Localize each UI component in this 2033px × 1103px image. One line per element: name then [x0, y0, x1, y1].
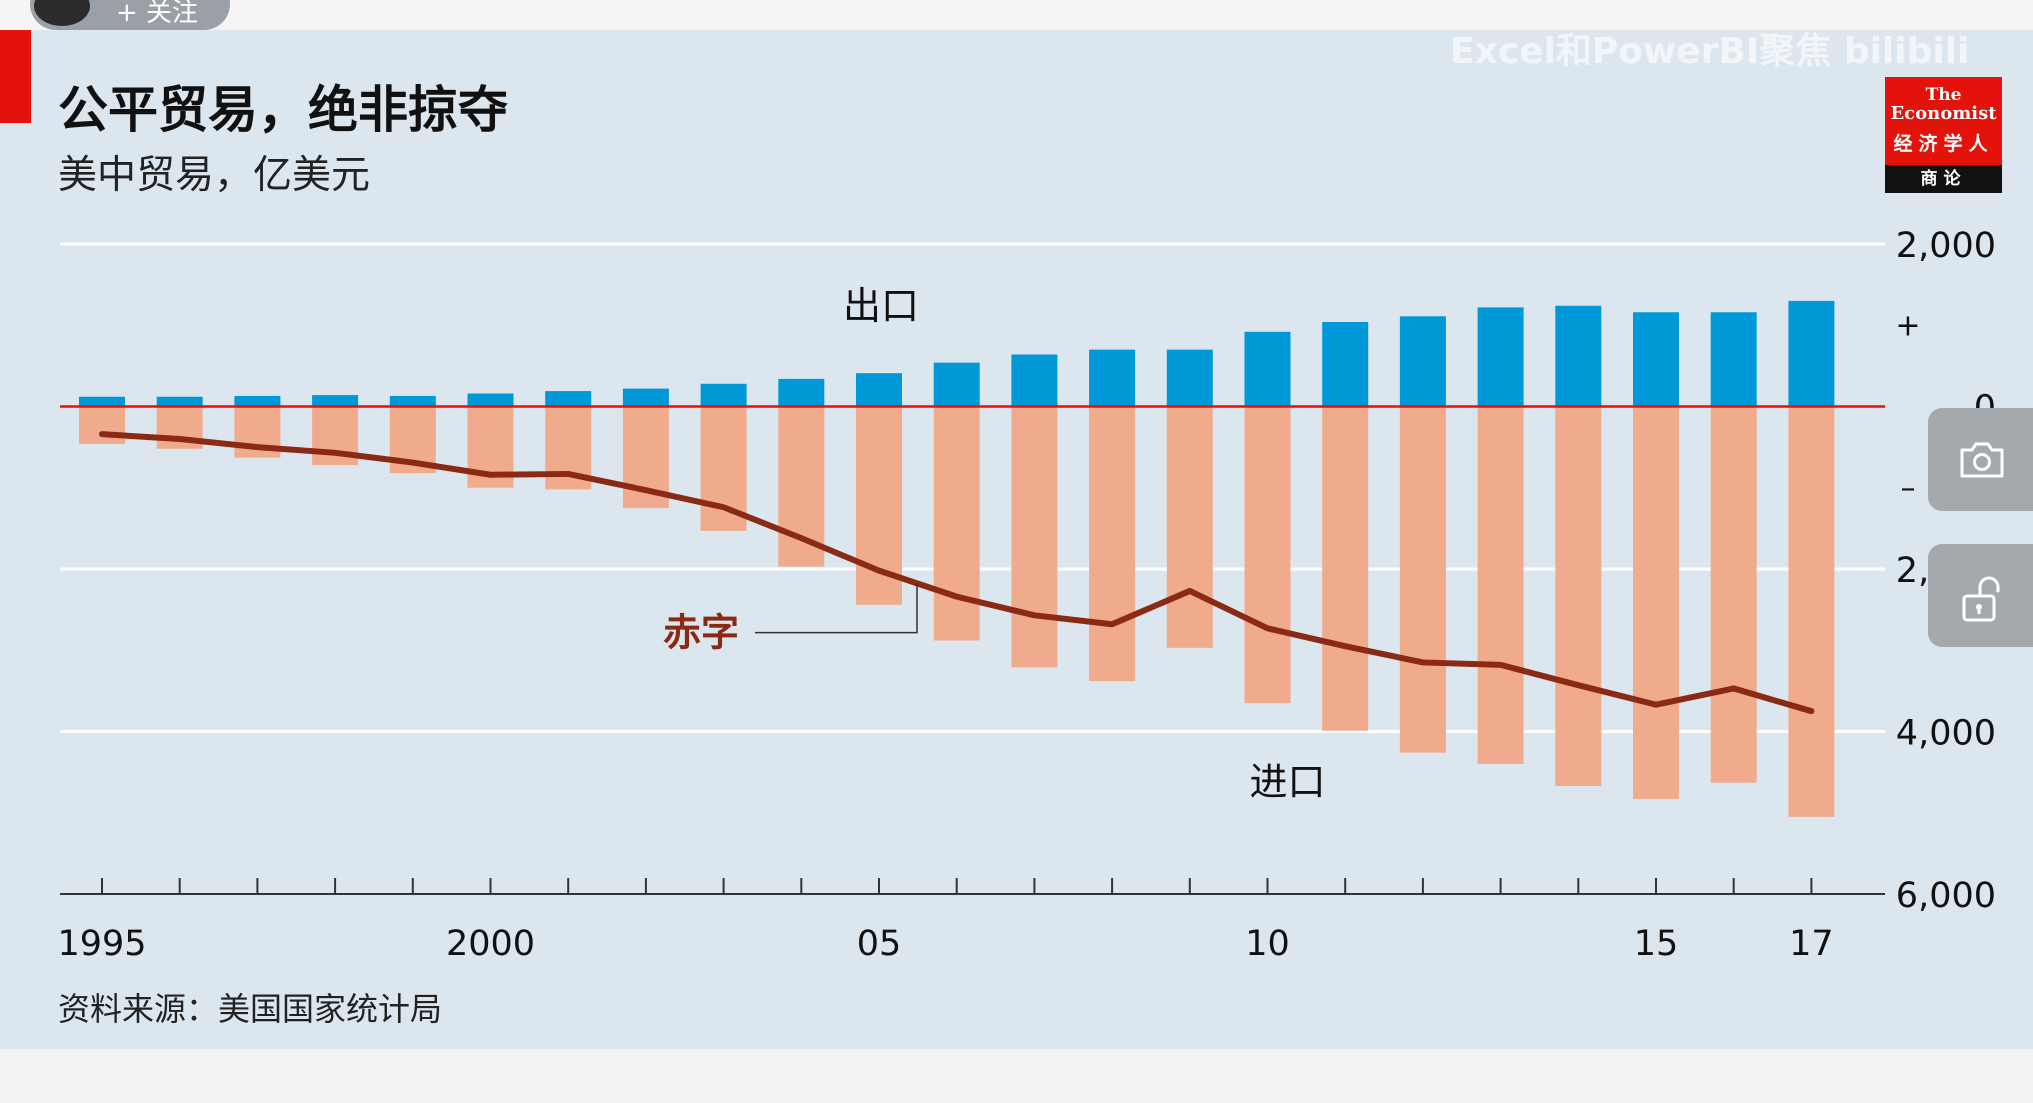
imports-label: 进口	[1249, 760, 1325, 804]
y-tick-label: 6,000	[1896, 876, 1996, 916]
export-bar	[1788, 300, 1835, 407]
chart-subtitle: 美中贸易，亿美元	[58, 153, 371, 198]
logo-line-the: The	[1925, 85, 1962, 105]
y-sign-label: –	[1901, 471, 1916, 506]
export-bar	[1011, 354, 1058, 407]
exports-label: 出口	[843, 284, 919, 328]
export-bar	[234, 395, 281, 407]
export-bar	[778, 378, 825, 407]
x-tick-label: 10	[1245, 924, 1290, 964]
deficit-leader-line	[755, 584, 918, 634]
y-tick-label: 2,000	[1896, 226, 1996, 266]
y-sign-label: +	[1895, 308, 1920, 343]
unlock-button[interactable]	[1928, 544, 2033, 647]
import-bar	[1244, 406, 1291, 704]
export-bar	[1710, 312, 1757, 407]
deficit-line	[99, 431, 1815, 715]
export-bar	[1166, 349, 1213, 407]
export-bar	[1555, 305, 1602, 407]
screenshot-button[interactable]	[1928, 408, 2033, 511]
import-bar	[1788, 406, 1835, 817]
import-bar	[1555, 406, 1602, 786]
import-bar	[1166, 406, 1213, 648]
import-bar	[1710, 406, 1757, 783]
export-bar	[312, 395, 359, 407]
economist-logo: The Economist 经济学人 商论	[1885, 77, 2002, 193]
export-bar	[1089, 349, 1136, 407]
logo-band: 商论	[1885, 165, 2002, 193]
follow-button[interactable]: + 关注	[30, 0, 230, 30]
import-bar	[1399, 406, 1446, 753]
y-tick-label: 4,000	[1896, 714, 1996, 754]
import-bar	[933, 406, 980, 641]
export-bar	[1633, 312, 1679, 407]
x-tick-label: 15	[1634, 924, 1679, 964]
export-bar	[467, 393, 514, 407]
import-bar	[1633, 406, 1679, 799]
x-tick-label: 2000	[446, 924, 535, 964]
chart-title: 公平贸易，绝非掠夺	[58, 81, 508, 139]
import-bar	[79, 406, 125, 444]
export-bar	[856, 373, 902, 407]
export-bar	[933, 362, 980, 407]
export-bar	[1322, 322, 1369, 407]
unlock-icon	[1962, 576, 2000, 622]
video-watermark: Excel和PowerBI聚焦 bilibili	[1450, 31, 1970, 72]
chart-source: 资料来源：美国国家统计局	[58, 990, 443, 1028]
import-bar	[1011, 406, 1058, 668]
import-bar	[1477, 406, 1524, 764]
import-bar	[1322, 406, 1369, 731]
export-bar	[79, 396, 125, 407]
export-bar	[545, 391, 592, 407]
logo-line-chinese: 经济学人	[1893, 133, 1994, 155]
export-bar	[1399, 316, 1446, 407]
export-bar	[622, 388, 669, 407]
logo-line-economist: Economist	[1890, 103, 1997, 124]
export-bar	[1477, 307, 1524, 407]
export-bar	[700, 383, 747, 407]
x-tick-label: 17	[1789, 924, 1834, 964]
x-tick-label: 1995	[57, 924, 146, 964]
export-bar	[1244, 331, 1291, 407]
import-bar	[1089, 406, 1136, 682]
follow-label: + 关注	[116, 0, 199, 28]
deficit-label: 赤字	[663, 611, 739, 655]
video-top-bar: + 关注	[0, 0, 2033, 30]
brand-red-tab	[0, 30, 31, 123]
video-bottom-bar	[0, 1049, 2033, 1103]
camera-icon	[1960, 442, 2004, 478]
export-bar	[156, 396, 203, 407]
export-bar	[389, 395, 436, 407]
x-tick-label: 05	[857, 924, 902, 964]
